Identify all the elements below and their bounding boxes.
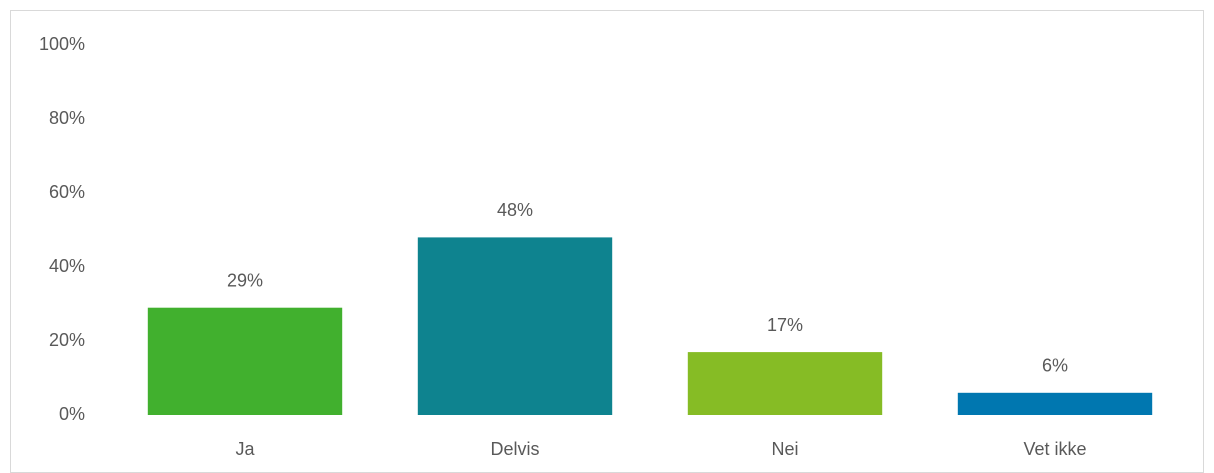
y-tick-label: 20% [49, 330, 85, 350]
bar [687, 352, 883, 415]
data-label: 48% [497, 200, 533, 220]
data-label: 17% [767, 315, 803, 335]
bar [417, 237, 613, 415]
y-tick-label: 60% [49, 182, 85, 202]
data-label: 29% [227, 270, 263, 290]
x-tick-label: Ja [235, 439, 255, 459]
y-tick-label: 40% [49, 256, 85, 276]
x-tick-label: Nei [771, 439, 798, 459]
y-tick-label: 80% [49, 108, 85, 128]
x-tick-label: Delvis [490, 439, 539, 459]
bar [957, 392, 1153, 415]
data-label: 6% [1042, 356, 1068, 376]
y-tick-label: 100% [39, 34, 85, 54]
y-tick-label: 0% [59, 404, 85, 424]
bar [147, 307, 343, 415]
x-tick-label: Vet ikke [1023, 439, 1086, 459]
